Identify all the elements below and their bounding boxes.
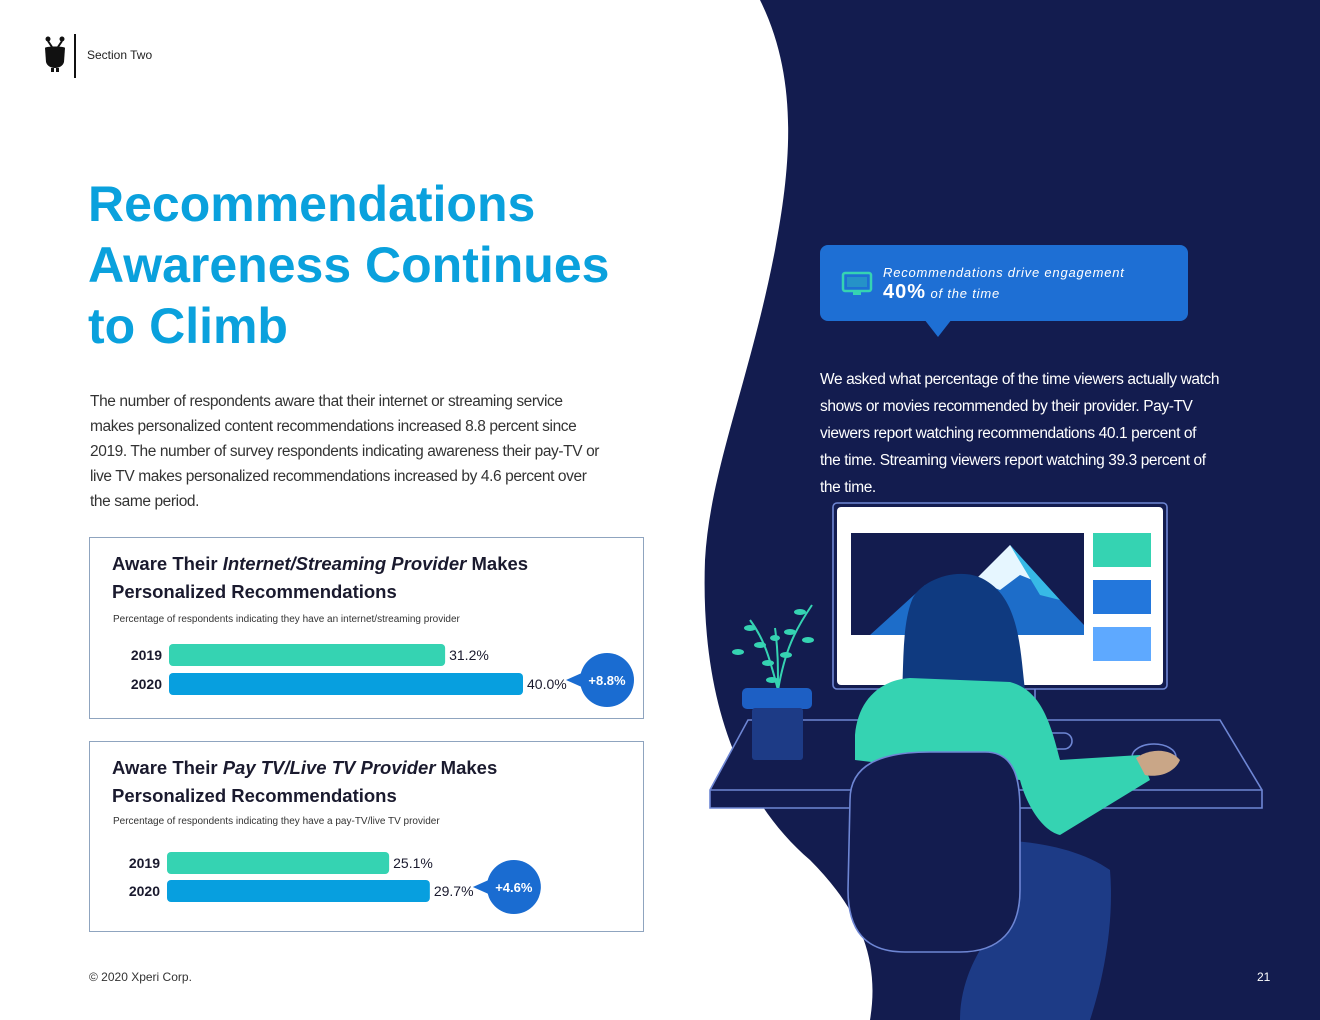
bar (167, 880, 430, 902)
chart-title-prefix: Aware Their (112, 553, 223, 574)
chart-title-suffix: Makes Personalized Recommendations (112, 757, 498, 806)
callout-stat-value: 40% (883, 281, 927, 303)
copyright: © 2020 Xperi Corp. (89, 970, 192, 984)
bar (169, 644, 446, 666)
chart-subtitle: Percentage of respondents indicating the… (113, 614, 460, 625)
change-badge-pointer (472, 879, 491, 895)
value-label: 29.7% (434, 883, 474, 899)
category-label: 2019 (129, 855, 160, 871)
value-label: 25.1% (393, 855, 433, 871)
callout-tail (924, 319, 952, 337)
chart-plot: 2019 25.1% 2020 29.7% +4.6% (129, 852, 541, 914)
chart-title-emphasis: Pay TV/Live TV Provider (222, 757, 436, 778)
callout-text: Recommendations drive engagement (883, 265, 1125, 280)
tivo-logo-icon (45, 36, 65, 72)
plant-pot (752, 708, 803, 760)
change-badge (580, 653, 634, 707)
chart-plot: 2019 31.2% 2020 40.0% +8.8% (131, 644, 634, 707)
chart-title-emphasis: Internet/Streaming Provider (222, 553, 467, 574)
person-hand (1136, 750, 1180, 776)
page-title: Recommendations Awareness Continues to C… (88, 174, 708, 357)
category-label: 2020 (131, 676, 162, 692)
change-badge (486, 860, 541, 914)
page-title-line: Recommendations (88, 176, 536, 232)
category-label: 2020 (129, 883, 160, 899)
chart-subtitle: Percentage of respondents indicating the… (113, 816, 440, 827)
engagement-paragraph: We asked what percentage of the time vie… (820, 371, 1220, 496)
section-divider (74, 34, 76, 78)
page-title-line: Awareness Continues (88, 237, 610, 293)
chart-title: Aware Their Pay TV/Live TV Provider Make… (112, 754, 532, 810)
value-label: 40.0% (527, 676, 567, 692)
bar (167, 852, 390, 874)
paytv-awareness-chart: Aware Their Pay TV/Live TV Provider Make… (89, 741, 644, 932)
change-badge-pointer (566, 672, 584, 688)
change-label: +8.8% (588, 673, 626, 688)
chart-title: Aware Their Internet/Streaming Provider … (112, 550, 532, 606)
category-label: 2019 (131, 647, 162, 663)
chart-title-prefix: Aware Their (112, 757, 223, 778)
value-label: 31.2% (449, 647, 489, 663)
section-label: Section Two (87, 48, 153, 62)
callout-stat: 40% of the time (883, 281, 1000, 304)
intro-paragraph: The number of respondents aware that the… (90, 393, 600, 510)
bar (169, 673, 523, 695)
callout-stat-text: of the time (930, 286, 1000, 301)
tv-icon (841, 271, 873, 295)
plant-pot-rim (742, 688, 812, 709)
change-label: +4.6% (495, 880, 533, 895)
page-title-line: to Climb (88, 298, 288, 354)
streaming-awareness-chart: Aware Their Internet/Streaming Provider … (89, 537, 644, 719)
engagement-callout: Recommendations drive engagement 40% of … (820, 245, 1188, 321)
chart-title-suffix: Makes Personalized Recommendations (112, 553, 529, 602)
page-number: 21 (1257, 970, 1271, 984)
chair-back (847, 751, 1021, 953)
